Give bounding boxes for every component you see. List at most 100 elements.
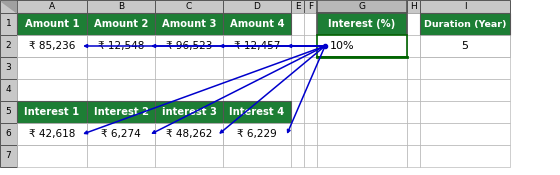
Bar	[291, 145, 304, 167]
Bar	[223, 35, 291, 57]
Bar	[17, 13, 87, 35]
Bar	[291, 101, 304, 123]
Bar	[87, 123, 155, 145]
Bar	[304, 0, 317, 13]
Bar	[223, 101, 291, 123]
Bar	[87, 101, 155, 123]
Bar	[0, 57, 17, 79]
Text: Interest 2: Interest 2	[94, 107, 148, 117]
Bar	[87, 57, 155, 79]
Bar	[0, 0, 17, 13]
Bar	[304, 57, 317, 79]
Text: ₹ 48,262: ₹ 48,262	[166, 129, 212, 139]
Bar	[420, 101, 510, 123]
Bar	[17, 123, 87, 145]
Bar	[420, 0, 510, 13]
Text: 3: 3	[6, 64, 11, 72]
Text: 1: 1	[6, 19, 11, 29]
Text: ₹ 6,274: ₹ 6,274	[101, 129, 141, 139]
Bar	[420, 57, 510, 79]
Bar	[87, 35, 155, 57]
Text: Interest 4: Interest 4	[230, 107, 284, 117]
Text: Interest 1: Interest 1	[25, 107, 80, 117]
Text: 6: 6	[6, 130, 11, 138]
Bar	[291, 79, 304, 101]
Text: 10%: 10%	[330, 41, 354, 51]
Bar	[17, 145, 87, 167]
Bar	[0, 13, 17, 35]
Polygon shape	[1, 1, 16, 12]
Bar	[87, 35, 155, 57]
Bar	[87, 13, 155, 35]
Bar	[420, 13, 510, 35]
Bar	[291, 123, 304, 145]
Bar	[420, 123, 510, 145]
Bar	[17, 13, 87, 35]
Text: interest 3: interest 3	[162, 107, 216, 117]
Bar	[291, 0, 304, 13]
Text: Amount 2: Amount 2	[94, 19, 148, 29]
Bar	[87, 0, 155, 13]
Bar	[155, 13, 223, 35]
Bar	[304, 79, 317, 101]
Bar	[0, 101, 17, 123]
Bar	[317, 79, 407, 101]
Bar	[17, 123, 87, 145]
Text: D: D	[254, 2, 260, 11]
Text: Duration (Year): Duration (Year)	[424, 19, 506, 29]
Bar	[87, 101, 155, 123]
Bar	[0, 35, 17, 57]
Bar	[155, 79, 223, 101]
Bar	[87, 13, 155, 35]
Bar	[420, 35, 510, 57]
Bar	[291, 57, 304, 79]
Bar	[17, 35, 87, 57]
Text: Amount 3: Amount 3	[162, 19, 216, 29]
Bar	[317, 0, 407, 13]
Bar	[407, 57, 420, 79]
Bar	[155, 101, 223, 123]
Bar	[304, 35, 317, 57]
Bar	[155, 0, 223, 13]
Text: Amount 4: Amount 4	[230, 19, 284, 29]
Bar	[407, 13, 420, 35]
Bar	[420, 79, 510, 101]
Bar	[304, 13, 317, 35]
Text: C: C	[186, 2, 192, 11]
Bar	[407, 101, 420, 123]
Bar	[407, 35, 420, 57]
Bar	[304, 123, 317, 145]
Bar	[223, 35, 291, 57]
Text: 4: 4	[6, 86, 11, 95]
Bar	[223, 13, 291, 35]
Bar	[407, 0, 420, 13]
Bar	[304, 145, 317, 167]
Bar	[17, 101, 87, 123]
Text: ₹ 12,548: ₹ 12,548	[98, 41, 144, 51]
Bar	[291, 13, 304, 35]
Text: Amount 1: Amount 1	[25, 19, 80, 29]
Text: ₹ 85,236: ₹ 85,236	[29, 41, 75, 51]
Text: A: A	[49, 2, 55, 11]
Bar	[317, 35, 407, 57]
Bar	[291, 35, 304, 57]
Bar	[223, 79, 291, 101]
Text: F: F	[308, 2, 313, 11]
Bar	[155, 57, 223, 79]
Text: ₹ 42,618: ₹ 42,618	[29, 129, 75, 139]
Text: E: E	[295, 2, 300, 11]
Bar	[223, 57, 291, 79]
Bar	[0, 123, 17, 145]
Text: 2: 2	[6, 41, 11, 51]
Text: 5: 5	[6, 107, 11, 117]
Text: 5: 5	[461, 41, 469, 51]
Bar	[0, 145, 17, 167]
Bar	[317, 101, 407, 123]
Bar	[317, 123, 407, 145]
Bar	[87, 123, 155, 145]
Bar	[17, 57, 87, 79]
Text: I: I	[464, 2, 466, 11]
Bar	[17, 79, 87, 101]
Bar	[317, 13, 407, 35]
Text: ₹ 12,457: ₹ 12,457	[234, 41, 280, 51]
